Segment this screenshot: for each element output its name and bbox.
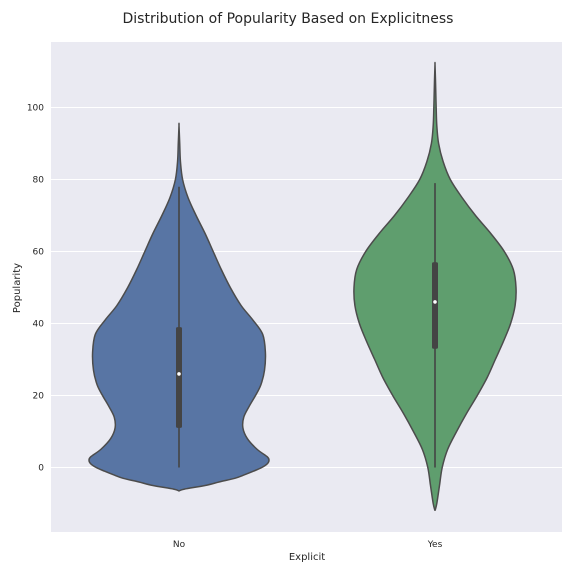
y-tick-labels: 0 20 40 60 80 100 (27, 104, 44, 474)
y-tick-label: 80 (33, 176, 45, 186)
y-tick-label: 40 (33, 320, 45, 330)
y-tick-label: 0 (38, 464, 44, 474)
y-tick-label: 100 (27, 104, 44, 114)
y-axis-label: Popularity (12, 263, 23, 313)
violins (88, 61, 517, 511)
violin-iqr-box (432, 262, 438, 349)
x-axis-label: Explicit (289, 552, 325, 563)
x-tick-labels: No Yes (173, 540, 443, 550)
x-tick-label: No (173, 540, 186, 550)
x-tick-label: Yes (427, 540, 443, 550)
violin-iqr-box (176, 327, 182, 428)
violin-median-dot (433, 300, 437, 304)
y-tick-label: 20 (33, 392, 45, 402)
chart-title: Distribution of Popularity Based on Expl… (123, 11, 454, 27)
violin-median-dot (177, 372, 181, 376)
y-tick-label: 60 (33, 248, 45, 258)
